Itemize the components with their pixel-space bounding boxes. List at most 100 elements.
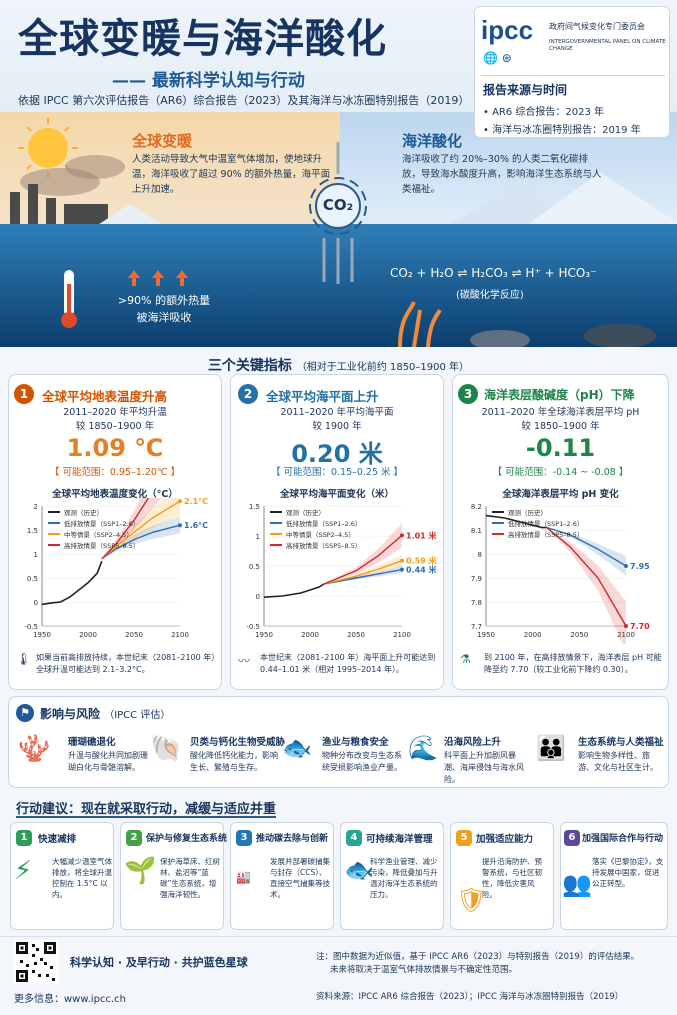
series-line [485,514,547,529]
qr-code-icon[interactable] [14,940,58,984]
hero-illustration [0,112,677,347]
y-tick-label: -0.5 [246,623,260,631]
ipcc-name-cn: 政府间气候变化专门委员会 [549,22,645,31]
absorb-line-2: 被海洋吸收 [136,311,192,324]
action-text: 大幅减少温室气体排放，将全球升温控制在 1.5°C 以内。 [52,857,112,899]
indicator-note: 如果当前高排放持续，本世纪末（2081–2100 年）全球升温可能达到 2.1–… [36,653,216,674]
legend-label: 中等情景（SSP2–4.5） [64,530,133,539]
footnote: 未来将取决于温室气体排放情景与不确定性范围。 [330,965,518,975]
divider [16,816,276,818]
footer [0,936,677,1015]
y-tick-label: 0 [256,593,260,601]
x-tick-label: 2050 [570,631,588,639]
chart-title: 全球平均海平面变化（米） [279,489,394,500]
indicator-desc-line: 较 1850–1900 年 [75,421,155,432]
location-pin-icon: ⚑ [16,704,34,722]
thermometer-icon [61,270,77,328]
equation-label: (碳酸化学反应) [456,290,524,301]
x-tick-label: 2100 [171,631,189,639]
coral-reef-icon [398,301,656,347]
series-end-point [400,533,404,538]
action-number: 2 [126,830,142,846]
indicator-desc-line: 2011–2020 年平均海平面 [280,407,394,418]
chart-title: 全球海洋表层平均 pH 变化 [502,489,619,500]
series-line [323,559,403,585]
people-icon: 👥 [562,870,592,898]
co2-arrows-icon [322,142,354,284]
ipcc-name-en: INTERGOVERNMENTAL PANEL ON CLIMATE CHANG… [549,39,666,52]
indicator-range: 【 可能范围：-0.14 ~ -0.08 】 [492,467,629,478]
indicator-number: 1 [14,384,34,404]
end-value-label: 7.95 [630,562,650,571]
action-card [450,822,554,930]
legend-label: 低排放情景（SSP1–2.6） [64,519,139,528]
coastal-wave-icon: 🌊 [408,734,438,762]
uncertainty-band [323,523,402,584]
y-tick-label: -0.5 [24,623,38,631]
wave-icon: 〰 [238,654,251,668]
impact-text: 影响生物多样性、旅游、文化与社区生计。 [578,751,658,772]
indicators-title: 三个关键指标 （相对于工业化前约 1850–1900 年） [0,355,677,375]
x-tick-label: 2100 [393,631,411,639]
indicator-desc: 2011–2020 年全球海洋表层平均 pH 较 1850–1900 年 [452,406,669,434]
uncertainty-band [546,527,626,644]
source-item: • 海洋与冰冻圈特别报告：2019 年 [483,125,641,136]
footnote: 注：图中数据为近似值，基于 IPCC AR6（2023）与特别报告（2019）的… [316,952,640,962]
ocean-heat-absorb: >90% 的额外热量 被海洋吸收 [104,292,224,326]
indicator-card-sea-level [230,374,444,690]
ph-chart: 7.7 7.8 7.9 8 8.1 8.2 1950 2000 2050 2100 7.95 7.70… [471,503,650,644]
report-basis: 依据 IPCC 第六次评估报告（AR6）综合报告（2023）及其海洋与冰冻圈特别… [18,94,470,107]
indicator-title: 海洋表层酸碱度（pH）下降 [484,388,635,402]
y-tick-label: 8.2 [471,503,482,511]
action-text: 保护海草床、红树林、盐沼等“蓝碳”生态系统，增强海洋韧性。 [160,857,220,899]
action-title: 推动碳去除与创新 [256,834,329,844]
series-line [101,500,181,560]
indicator-value: 1.09 ℃ [66,434,164,462]
x-tick-label: 2100 [617,631,635,639]
flask-icon: ⚗ [460,652,471,666]
more-info-link[interactable]: 更多信息：www.ipcc.ch [14,994,126,1005]
x-tick-label: 1950 [477,631,495,639]
y-tick-label: 1 [256,533,260,541]
impacts-note: （IPCC 评估） [104,710,171,721]
impact-title: 生态系统与人类福祉 [578,737,664,748]
impact-title: 珊瑚礁退化 [68,737,116,748]
fish-icon: 🐟 [344,856,374,884]
uncertainty-band [323,554,402,584]
legend-label: 低排放情景（SSP1–2.6） [286,519,361,528]
x-tick-label: 2050 [125,631,143,639]
y-tick-label: 7.7 [471,623,482,631]
indicator-desc-line: 较 1850–1900 年 [521,421,600,432]
x-tick-label: 1950 [255,631,273,639]
indicator-range: 【 可能范围：0.95–1.20℃ 】 [49,467,181,478]
indicator-value: 0.20 米 [291,440,383,468]
action-title: 加强国际合作与行动 [582,834,664,844]
x-tick-label: 2050 [347,631,365,639]
series-end-point [400,567,404,572]
action-number: 6 [564,830,580,846]
indicator-desc-line: 2011–2020 年平均升温 [63,407,167,418]
coral-icon: 🪸 [18,734,51,764]
legend-label: 观测（历史） [64,508,103,517]
impact-text: 物种分布改变与生态系统受损影响渔业产量。 [322,751,402,772]
series-line [546,527,627,627]
series-line [101,524,181,560]
plant-hands-icon: 🌱 [124,856,157,886]
action-number: 4 [346,830,362,846]
co2-label: CO₂ [322,196,354,214]
x-tick-label: 2000 [79,631,97,639]
indicator-title: 全球平均海平面上升 [266,389,379,404]
action-text: 发展并部署碳捕集与封存（CCS）、直接空气捕集等技术。 [270,857,330,899]
y-tick-label: 1.5 [249,503,260,511]
end-value-label: 1.01 米 [406,530,438,540]
divider [481,75,665,76]
indicator-desc: 2011–2020 年平均升温较 1850–1900 年 [8,406,222,434]
y-tick-label: 0 [34,599,38,607]
action-text: 落实《巴黎协定》，支持发展中国家，促进公正转型。 [592,857,664,888]
sun-icon [28,128,68,168]
end-value-label: 1.6°C [184,521,208,530]
end-value-label: 0.44 米 [406,565,438,575]
source-credit: 资料来源：IPCC AR6 综合报告（2023）；IPCC 海洋与冰冻圈特别报告… [316,992,624,1002]
legend-label: 低排放情景（SSP1–2.6） [508,519,583,528]
end-value-label: 0.59 米 [406,556,438,566]
